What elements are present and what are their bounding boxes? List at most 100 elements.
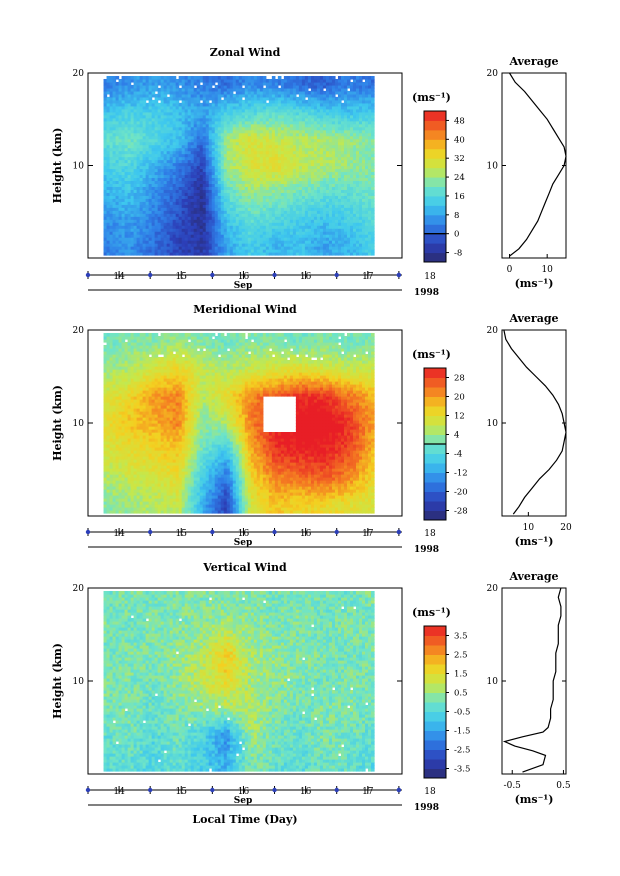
colorbar-tick-label: 0.5 xyxy=(454,689,468,699)
colorbar-tick-label: -4 xyxy=(454,450,462,460)
year-label: 1998 xyxy=(414,288,439,298)
colorbar-tick-label: 48 xyxy=(454,116,465,126)
x-tick-label: 15 xyxy=(176,529,188,539)
colorbar-frame xyxy=(423,110,447,263)
x-tick-label: 16 xyxy=(238,272,250,282)
day-marker xyxy=(147,787,153,793)
panel-title: Meridional Wind xyxy=(193,303,297,316)
average-profile: Average 10 20 10 20 (ms⁻¹) xyxy=(487,312,572,548)
average-y-tick-label: 10 xyxy=(487,677,499,687)
x-tick-label: 18 xyxy=(424,272,436,282)
x-tick-label: 16 xyxy=(300,272,312,282)
colorbar-tick-label: -2.5 xyxy=(454,746,470,756)
average-x-label: (ms⁻¹) xyxy=(515,535,554,548)
y-tick-label: 20 xyxy=(73,69,85,79)
x-tick-label: 16 xyxy=(300,529,312,539)
day-marker xyxy=(334,529,339,535)
average-title: Average xyxy=(508,570,558,583)
colorbar-unit: (ms⁻¹) xyxy=(412,91,451,104)
colorbar-tick-label: 12 xyxy=(454,412,465,422)
average-y-tick-label: 10 xyxy=(487,419,499,429)
colorbar-tick-label: 32 xyxy=(454,154,465,164)
year-label: 1998 xyxy=(414,545,439,555)
colorbar: (ms⁻¹) 48 40 32 24 16 8 0 -8 xyxy=(412,91,465,263)
day-marker xyxy=(85,272,91,278)
month-label: Sep xyxy=(234,796,253,806)
average-x-label: (ms⁻¹) xyxy=(515,277,554,290)
x-tick-label: 17 xyxy=(362,529,374,539)
panel-vertical-wind: Vertical Wind 10 20 Height (km) 14 15 16 16 17 18… xyxy=(51,561,571,813)
month-label: Sep xyxy=(234,281,253,291)
average-x-tick-label: -0.5 xyxy=(504,781,522,791)
y-axis-label: Height (km) xyxy=(51,385,64,461)
day-marker xyxy=(272,272,277,278)
colorbar-tick-label: -12 xyxy=(454,469,468,479)
time-axis: 14 15 16 16 17 18 Sep 1998 xyxy=(85,271,439,298)
day-marker xyxy=(210,529,215,535)
average-y-tick-label: 20 xyxy=(487,326,499,336)
x-tick-label: 15 xyxy=(176,787,188,797)
colorbar: (ms⁻¹) 28 20 12 4 -4 -12 -20 -28 xyxy=(412,348,468,521)
x-tick-label: 15 xyxy=(176,272,188,282)
panel-meridional-wind: Meridional Wind 10 20 Height (km) 14 15 16 16 17… xyxy=(51,303,572,555)
colorbar-tick-label: 0 xyxy=(454,230,459,240)
colorbar-tick-label: 20 xyxy=(454,393,465,403)
heatmap-field xyxy=(103,591,375,772)
day-marker xyxy=(396,529,402,535)
day-marker xyxy=(396,272,402,278)
y-tick-label: 20 xyxy=(73,326,85,336)
average-frame xyxy=(501,329,567,517)
colorbar-tick-label: -20 xyxy=(454,488,468,498)
average-frame xyxy=(501,587,567,775)
day-marker xyxy=(210,272,215,278)
x-tick-label: 17 xyxy=(362,272,374,282)
colorbar-tick-label: -1.5 xyxy=(454,727,470,737)
time-axis: 14 15 16 16 17 18 Sep 1998 xyxy=(85,786,439,813)
average-profile-line xyxy=(503,329,567,515)
x-axis-title: Local Time (Day) xyxy=(192,813,297,826)
day-marker xyxy=(147,272,153,278)
colorbar-tick-label: 24 xyxy=(454,173,465,183)
day-marker xyxy=(272,529,277,535)
time-axis: 14 15 16 16 17 18 Sep 1998 xyxy=(85,528,439,555)
x-tick-label: 17 xyxy=(362,787,374,797)
x-tick-label: 14 xyxy=(113,787,125,797)
average-y-tick-label: 10 xyxy=(487,162,499,172)
colorbar: (ms⁻¹) 3.5 2.5 1.5 0.5 -0.5 -1.5 -2.5 -3.5 xyxy=(412,606,470,779)
average-title: Average xyxy=(508,312,558,325)
y-axis-label: Height (km) xyxy=(51,643,64,719)
average-x-tick-label: 20 xyxy=(560,523,572,533)
x-tick-label: 14 xyxy=(113,272,125,282)
x-tick-label: 16 xyxy=(238,529,250,539)
panel-zonal-wind: Zonal Wind 10 20 Height (km) 14 15 16 16 17 18 Sep… xyxy=(51,46,567,298)
y-tick-label: 10 xyxy=(73,162,85,172)
panel-title: Vertical Wind xyxy=(202,561,287,574)
day-marker xyxy=(272,787,277,793)
colorbar-tick-label: 1.5 xyxy=(454,670,468,680)
average-y-tick-label: 20 xyxy=(487,69,499,79)
year-label: 1998 xyxy=(414,803,439,813)
colorbar-tick-label: 8 xyxy=(454,211,459,221)
day-marker xyxy=(334,787,339,793)
y-tick-label: 20 xyxy=(73,584,85,594)
x-tick-label: 14 xyxy=(113,529,125,539)
colorbar-tick-label: 2.5 xyxy=(454,651,468,661)
day-marker xyxy=(210,787,215,793)
colorbar-unit: (ms⁻¹) xyxy=(412,348,451,361)
heatmap-field xyxy=(103,333,375,514)
average-profile-line xyxy=(508,72,567,257)
average-title: Average xyxy=(508,55,558,68)
colorbar-tick-label: 4 xyxy=(454,431,459,441)
x-tick-label: 18 xyxy=(424,787,436,797)
day-marker xyxy=(334,272,339,278)
colorbar-tick-label: -8 xyxy=(454,249,462,259)
colorbar-tick-label: 3.5 xyxy=(454,632,468,642)
colorbar-tick-label: -0.5 xyxy=(454,708,470,718)
average-frame xyxy=(501,72,567,259)
y-axis-label: Height (km) xyxy=(51,128,64,204)
y-tick-label: 10 xyxy=(73,419,85,429)
average-y-tick-label: 20 xyxy=(487,584,499,594)
average-profile: Average 10 20 -0.5 0.5(ms⁻¹) xyxy=(487,570,571,806)
average-x-label: (ms⁻¹) xyxy=(515,793,554,806)
